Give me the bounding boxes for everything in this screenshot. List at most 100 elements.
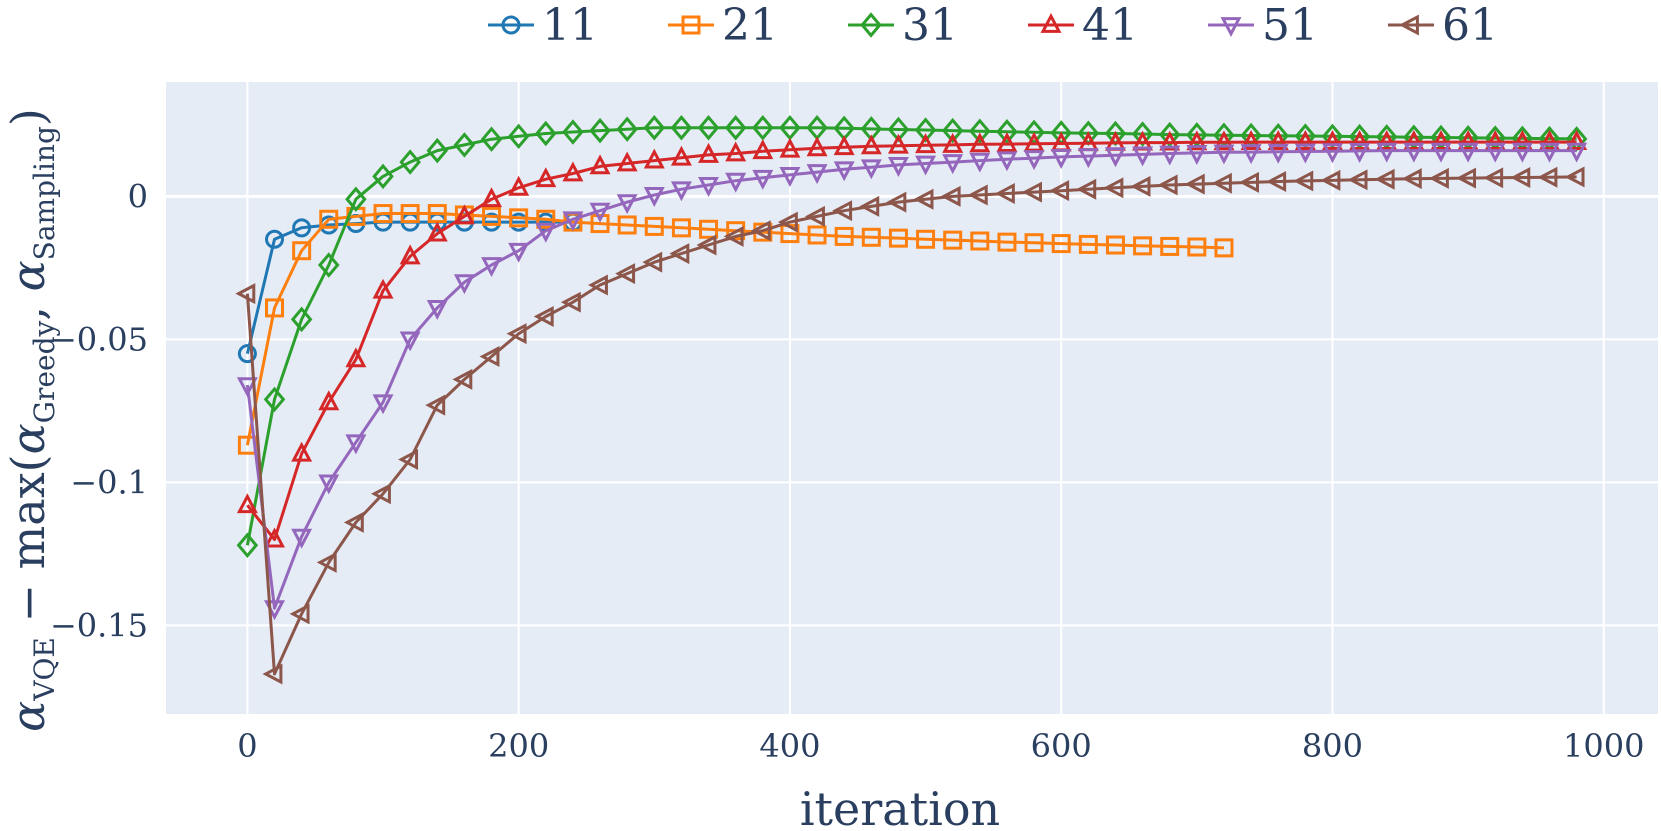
data-point bbox=[265, 229, 285, 249]
data-point bbox=[916, 229, 936, 249]
data-point bbox=[994, 183, 1015, 205]
data-point bbox=[915, 133, 937, 154]
data-point bbox=[1240, 144, 1262, 165]
data-point bbox=[1131, 121, 1154, 147]
series-61 bbox=[235, 166, 1585, 685]
data-point bbox=[1104, 147, 1126, 168]
legend-label: 11 bbox=[542, 0, 598, 51]
legend-label: 51 bbox=[1262, 0, 1318, 51]
data-point bbox=[1484, 130, 1506, 150]
data-point bbox=[319, 209, 339, 229]
data-point bbox=[914, 117, 937, 143]
data-point bbox=[263, 386, 286, 413]
data-point bbox=[289, 603, 310, 625]
data-point bbox=[1430, 130, 1452, 150]
legend-marker bbox=[681, 15, 701, 35]
data-point bbox=[1293, 170, 1314, 192]
data-point bbox=[777, 211, 798, 233]
data-point bbox=[616, 151, 638, 172]
data-point bbox=[1159, 130, 1181, 151]
data-point bbox=[644, 216, 664, 236]
data-point bbox=[536, 209, 556, 229]
data-point bbox=[940, 185, 961, 207]
data-point bbox=[479, 346, 500, 368]
data-point bbox=[317, 252, 340, 278]
data-point bbox=[941, 117, 964, 144]
legend-marker bbox=[860, 12, 882, 38]
data-point bbox=[370, 483, 391, 505]
data-point bbox=[506, 323, 527, 345]
y-axis-max-text: − max( bbox=[1, 454, 55, 637]
data-point bbox=[670, 145, 692, 166]
data-point bbox=[1267, 143, 1289, 164]
data-point bbox=[1294, 130, 1316, 150]
data-point bbox=[236, 377, 258, 398]
data-point bbox=[887, 157, 909, 177]
data-point bbox=[1130, 175, 1151, 197]
legend-item-41: 41 bbox=[1028, 0, 1138, 51]
data-point bbox=[1456, 167, 1477, 189]
data-point bbox=[1430, 142, 1452, 163]
data-point bbox=[833, 161, 855, 182]
data-point bbox=[507, 123, 530, 150]
data-point bbox=[859, 195, 880, 217]
data-point bbox=[1103, 177, 1124, 199]
data-point bbox=[617, 215, 637, 235]
data-point bbox=[997, 232, 1017, 252]
data-point bbox=[942, 154, 964, 175]
y-tick-label: −0.15 bbox=[50, 606, 148, 644]
data-point bbox=[1187, 237, 1207, 257]
legend-item-31: 31 bbox=[848, 0, 958, 51]
data-point bbox=[316, 551, 337, 573]
data-point bbox=[345, 186, 367, 212]
data-point bbox=[1564, 166, 1585, 188]
data-point bbox=[752, 139, 774, 160]
data-point bbox=[560, 291, 581, 313]
data-point bbox=[1186, 145, 1208, 165]
data-point bbox=[806, 164, 828, 185]
data-point bbox=[399, 244, 421, 265]
data-point bbox=[996, 119, 1018, 145]
data-point bbox=[589, 154, 611, 175]
data-point bbox=[235, 283, 256, 305]
data-point bbox=[669, 243, 690, 265]
data-point bbox=[726, 221, 746, 241]
legend-marker bbox=[501, 15, 521, 35]
data-point bbox=[1457, 130, 1479, 150]
data-point bbox=[292, 241, 312, 261]
data-point bbox=[970, 231, 990, 251]
data-point bbox=[1132, 146, 1154, 167]
data-point bbox=[834, 226, 854, 246]
data-point bbox=[1537, 166, 1558, 188]
data-point bbox=[616, 194, 638, 215]
data-point bbox=[1214, 238, 1234, 258]
legend-label: 41 bbox=[1082, 0, 1138, 51]
x-tick-label: 200 bbox=[488, 727, 549, 765]
x-tick-label: 0 bbox=[237, 727, 257, 765]
x-tick-label: 800 bbox=[1302, 727, 1363, 765]
data-point bbox=[535, 167, 557, 188]
data-point bbox=[1347, 169, 1368, 191]
data-point bbox=[1077, 148, 1099, 169]
data-point bbox=[1213, 130, 1235, 151]
data-point bbox=[1105, 235, 1125, 255]
data-point bbox=[1321, 123, 1344, 150]
data-point bbox=[372, 278, 394, 299]
data-point bbox=[725, 172, 747, 193]
data-point bbox=[535, 120, 557, 147]
data-point bbox=[1267, 130, 1289, 150]
data-point bbox=[453, 204, 475, 225]
data-point bbox=[399, 331, 421, 352]
y-axis-ticks: 0 −0.05 −0.1 −0.15 bbox=[50, 177, 148, 644]
data-point bbox=[779, 167, 801, 187]
data-point bbox=[482, 206, 502, 226]
data-point bbox=[996, 132, 1018, 152]
data-point bbox=[696, 234, 717, 256]
data-point bbox=[996, 151, 1018, 172]
data-point bbox=[1022, 181, 1042, 203]
data-point bbox=[481, 257, 503, 278]
plot-area bbox=[166, 82, 1658, 714]
data-point bbox=[589, 117, 611, 144]
data-point bbox=[562, 211, 584, 232]
